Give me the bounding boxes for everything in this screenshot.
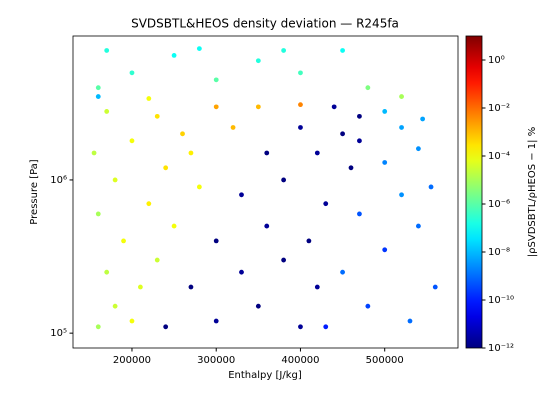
colorbar-label: |ρSVDSBTL/ρHEOS − 1| % <box>527 127 538 257</box>
point <box>255 58 261 64</box>
point <box>420 116 426 122</box>
point <box>121 238 126 244</box>
plot-frame <box>72 35 459 349</box>
point <box>416 146 421 152</box>
y-tick-label: 10⁵ <box>50 328 67 339</box>
point <box>137 284 143 290</box>
point <box>154 257 160 263</box>
point <box>129 70 135 76</box>
point <box>95 94 101 99</box>
point <box>104 109 110 114</box>
point <box>163 165 169 171</box>
point <box>188 284 194 290</box>
point <box>314 150 320 156</box>
x-tick-label: 200000 <box>113 355 151 366</box>
point <box>213 104 219 110</box>
point <box>382 109 388 114</box>
point <box>129 318 135 324</box>
point <box>314 284 320 290</box>
point <box>399 192 404 198</box>
point <box>213 318 219 324</box>
point <box>196 46 202 51</box>
point <box>264 223 270 229</box>
point <box>281 257 287 263</box>
point <box>340 269 345 275</box>
point <box>428 184 434 190</box>
point <box>399 125 404 130</box>
point <box>91 150 97 156</box>
point <box>416 223 421 229</box>
point <box>95 211 101 217</box>
x-tick-label: 400000 <box>281 355 319 366</box>
x-tick-label: 300000 <box>197 355 235 366</box>
point <box>340 48 345 53</box>
y-tick-label: 10⁶ <box>50 175 67 186</box>
point <box>365 85 371 91</box>
point <box>129 138 135 144</box>
point <box>357 138 362 144</box>
point <box>230 125 236 130</box>
point <box>188 150 194 156</box>
point <box>239 269 244 275</box>
point <box>399 94 404 99</box>
point <box>323 324 329 330</box>
point <box>331 104 337 110</box>
point <box>196 184 202 190</box>
chart-title: SVDSBTL&HEOS density deviation — R245fa <box>131 17 399 31</box>
colorbar-tick-label: 10⁻² <box>488 103 510 114</box>
point <box>298 70 303 76</box>
point <box>306 238 312 244</box>
point <box>407 318 413 324</box>
point <box>171 52 177 58</box>
colorbar-tick-label: 10⁻⁸ <box>488 247 510 258</box>
point <box>357 211 362 217</box>
point <box>323 201 329 207</box>
point <box>382 247 388 253</box>
point <box>348 165 354 171</box>
point <box>171 223 177 229</box>
colorbar-tick-label: 10⁻¹² <box>488 343 514 354</box>
x-axis-label: Enthalpy [J/kg] <box>228 370 302 381</box>
colorbar-tick-label: 10⁻⁶ <box>488 199 510 210</box>
point <box>357 113 362 119</box>
point <box>104 269 110 275</box>
point <box>180 131 185 137</box>
point <box>255 303 261 309</box>
point <box>382 160 388 165</box>
point <box>95 85 101 91</box>
colorbar-tick-label: 10⁻¹⁰ <box>488 295 514 306</box>
colorbar <box>465 35 483 349</box>
y-axis-label: Pressure [Pa] <box>29 159 40 224</box>
point <box>154 113 160 119</box>
point <box>281 177 287 183</box>
point <box>213 238 219 244</box>
point <box>104 48 110 53</box>
point <box>255 104 261 110</box>
colorbar-tick-label: 10⁰ <box>488 55 505 66</box>
point <box>298 125 303 130</box>
point <box>146 96 152 101</box>
point <box>281 48 287 53</box>
point <box>340 131 345 137</box>
colorbar-tick-label: 10⁻⁴ <box>488 151 510 162</box>
point <box>146 201 152 207</box>
point <box>432 284 438 290</box>
point <box>163 324 169 330</box>
x-tick-label: 500000 <box>366 355 404 366</box>
point <box>213 77 219 83</box>
point <box>239 192 244 198</box>
point <box>298 102 303 108</box>
point <box>95 324 101 330</box>
point <box>298 324 303 330</box>
point <box>112 177 118 183</box>
point <box>112 303 118 309</box>
point <box>264 150 270 156</box>
point <box>365 303 371 309</box>
